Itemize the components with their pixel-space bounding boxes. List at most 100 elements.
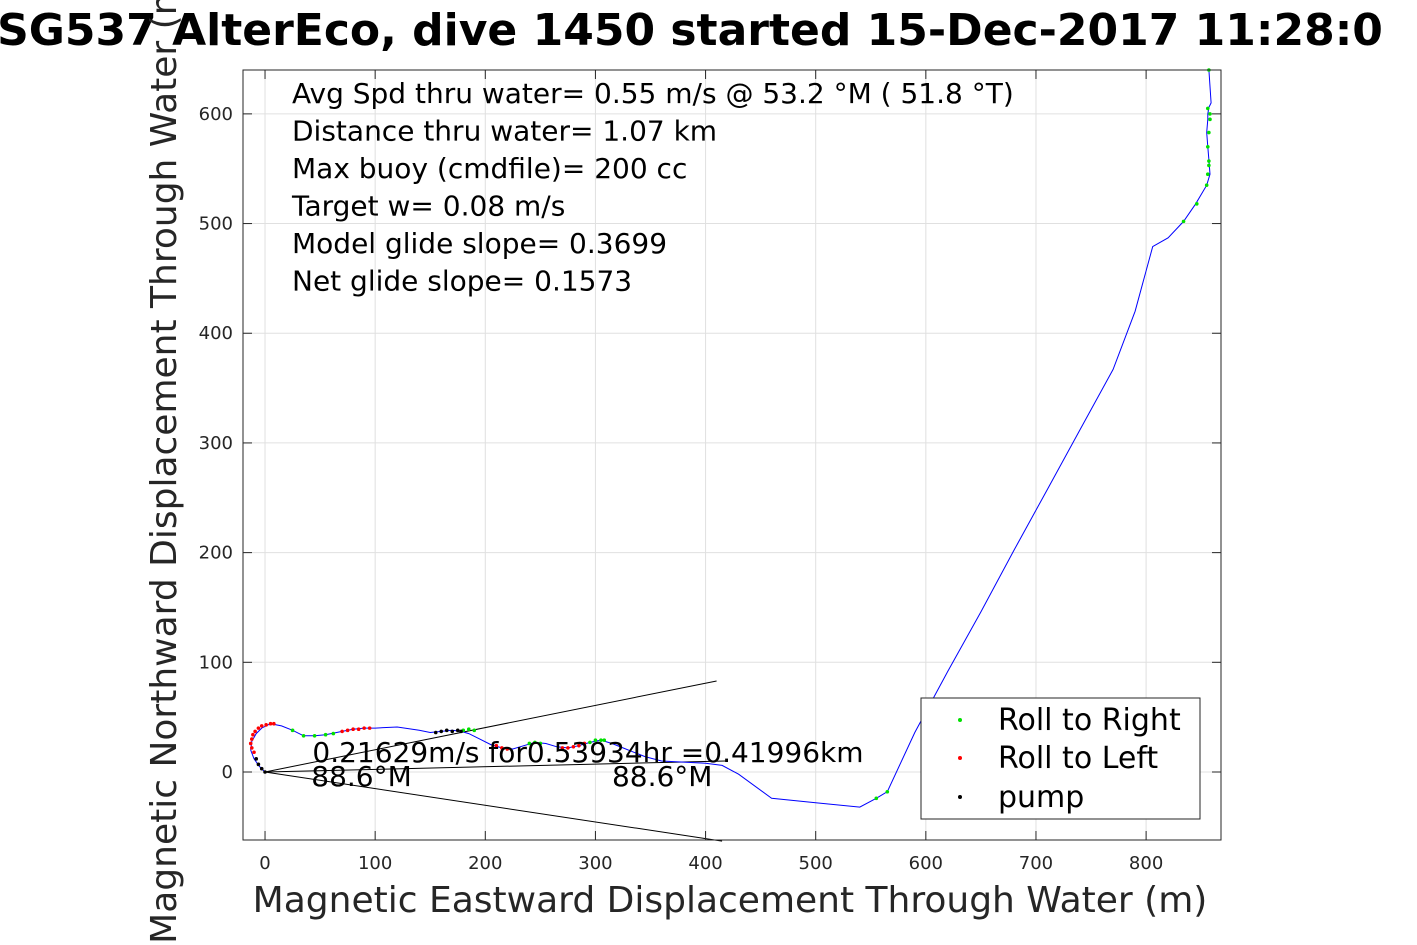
roll-right-point (602, 738, 607, 742)
roll-right-point (533, 740, 537, 745)
current-vector-line (264, 680, 717, 773)
heading-label: 88.6°M (311, 760, 412, 793)
roll-left-point (367, 726, 372, 730)
legend-marker-roll-left (958, 756, 962, 760)
roll-right-point (1208, 117, 1212, 122)
x-tick-label: 200 (468, 853, 502, 874)
roll-left-point (250, 746, 254, 750)
roll-left-point (577, 743, 581, 748)
legend-box (920, 697, 1201, 820)
plot-content: 0.21629m/s for0.53934hr =0.41996km88.6°M… (248, 68, 1212, 842)
roll-left-point (345, 728, 350, 733)
legend-label-roll-right: Roll to Right (998, 703, 1181, 738)
roll-right-point (331, 731, 336, 736)
roll-right-point (885, 789, 890, 794)
legend-label-roll-left: Roll to Left (998, 741, 1158, 776)
heading-label: 88.6°M (612, 760, 713, 793)
x-tick-label: 800 (1129, 853, 1163, 874)
stats-line: Model glide slope= 0.3699 (292, 227, 667, 260)
roll-right-point (1208, 112, 1212, 116)
current-vector-line (265, 760, 726, 773)
current-vector-line (264, 771, 723, 842)
roll-left-point (500, 746, 504, 750)
roll-left-point (272, 721, 276, 726)
roll-right-point (593, 738, 598, 742)
x-tick-label: 500 (799, 853, 833, 874)
roll-left-point (256, 726, 261, 730)
roll-right-point (1181, 219, 1186, 224)
y-tick-label: 400 (199, 323, 233, 344)
pump-point (455, 728, 460, 733)
roll-right-point (1205, 172, 1210, 177)
pump-point (444, 728, 449, 733)
roll-right-point (323, 732, 328, 737)
pump-point (256, 762, 261, 767)
roll-left-point (560, 746, 565, 750)
roll-right-point (538, 741, 543, 746)
roll-right-point (1204, 183, 1209, 187)
x-tick-label: 100 (358, 853, 392, 874)
roll-left-point (264, 723, 268, 727)
roll-right-point (1205, 106, 1210, 111)
y-tick-label: 0 (222, 762, 233, 783)
roll-left-point (340, 729, 344, 734)
x-tick-label: 300 (578, 853, 612, 874)
y-tick-label: 300 (199, 433, 233, 454)
pump-point (263, 770, 267, 774)
roll-left-point (251, 732, 255, 737)
y-tick-label: 100 (199, 652, 233, 673)
roll-left-point (356, 727, 361, 732)
roll-right-point (472, 728, 477, 733)
roll-right-point (312, 733, 317, 738)
roll-right-point (1194, 202, 1199, 206)
x-axis-label: Magnetic Eastward Displacement Through W… (253, 880, 1208, 921)
roll-right-point (874, 796, 879, 801)
roll-left-point (566, 746, 570, 750)
pump-point (254, 757, 259, 761)
roll-left-point (250, 737, 254, 741)
roll-left-point (351, 727, 355, 732)
y-axis-label: Magnetic Northward Displacement Through … (144, 0, 185, 944)
y-tick-label: 200 (199, 543, 233, 564)
roll-left-point (505, 747, 510, 751)
roll-left-point (362, 726, 366, 730)
x-tick-label: 700 (1019, 853, 1053, 874)
roll-right-point (1207, 159, 1211, 163)
ticks: 0 100 200 300 400 500 600 700 800 0 100 200 300 400 50… (199, 70, 1221, 874)
y-tick-label: 500 (199, 214, 233, 235)
pump-point (450, 729, 455, 734)
pump-point (439, 729, 444, 734)
roll-right-point (527, 741, 532, 746)
pump-point (259, 766, 264, 771)
roll-right-point (1205, 144, 1210, 149)
roll-left-point (582, 741, 587, 746)
x-tick-label: 600 (909, 853, 943, 874)
legend-marker-pump (958, 795, 962, 799)
roll-right-point (290, 728, 295, 733)
roll-right-point (1207, 163, 1211, 168)
legend-marker-roll-right (958, 718, 962, 722)
roll-right-point (599, 738, 603, 742)
roll-left-point (253, 729, 257, 734)
roll-right-point (588, 740, 592, 745)
legend: Roll to Right Roll to Left pump (920, 697, 1201, 820)
roll-right-point (1207, 130, 1211, 135)
pump-point (433, 730, 438, 735)
plot-frame (242, 69, 1222, 841)
roll-left-point (252, 750, 256, 755)
x-tick-label: 400 (688, 853, 722, 874)
x-tick-label: 0 (259, 853, 270, 874)
stats-line: Net glide slope= 0.1573 (292, 265, 632, 298)
roll-left-point (494, 743, 499, 748)
legend-label-pump: pump (998, 780, 1084, 815)
roll-left-point (571, 744, 576, 749)
roll-right-point (301, 733, 306, 738)
roll-right-point (466, 727, 471, 732)
chart-title: SG537 AlterEco, dive 1450 started 15-Dec… (0, 5, 1383, 56)
stats-line: Target w= 0.08 m/s (291, 190, 565, 223)
y-tick-label: 600 (199, 104, 233, 125)
pump-point (459, 729, 463, 734)
stats-line: Distance thru water= 1.07 km (292, 115, 717, 148)
roll-left-point (268, 721, 273, 726)
